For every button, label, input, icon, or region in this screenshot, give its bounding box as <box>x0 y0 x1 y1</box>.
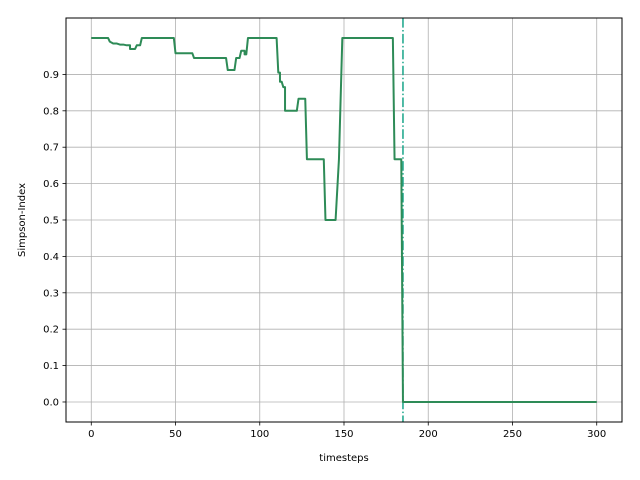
y-axis-label: Simpson-Index <box>17 183 28 257</box>
y-tick-label: 0.3 <box>43 288 59 299</box>
x-tick-label: 150 <box>334 429 353 440</box>
x-tick-label: 50 <box>169 429 182 440</box>
y-tick-label: 0.9 <box>43 70 59 81</box>
x-tick-label: 300 <box>587 429 606 440</box>
x-axis-ticks: 0 50 100 150 200 250 300 <box>88 422 606 440</box>
y-tick-label: 0.0 <box>43 397 59 408</box>
y-axis-ticks: 0.0 0.1 0.2 0.3 0.4 0.5 0.6 0.7 0.8 0.9 <box>43 70 66 408</box>
grid-lines <box>66 18 622 422</box>
x-tick-label: 0 <box>88 429 94 440</box>
y-tick-label: 0.6 <box>43 179 59 190</box>
x-axis-label: timesteps <box>319 453 368 464</box>
y-tick-label: 0.8 <box>43 106 59 117</box>
y-tick-label: 0.2 <box>43 325 59 336</box>
y-tick-label: 0.1 <box>43 361 59 372</box>
x-tick-label: 200 <box>419 429 438 440</box>
y-tick-label: 0.5 <box>43 216 59 227</box>
y-tick-label: 0.7 <box>43 143 59 154</box>
y-tick-label: 0.4 <box>43 252 59 263</box>
x-tick-label: 250 <box>503 429 522 440</box>
series-layer <box>91 37 597 403</box>
series-line <box>91 37 597 403</box>
x-tick-label: 100 <box>250 429 269 440</box>
